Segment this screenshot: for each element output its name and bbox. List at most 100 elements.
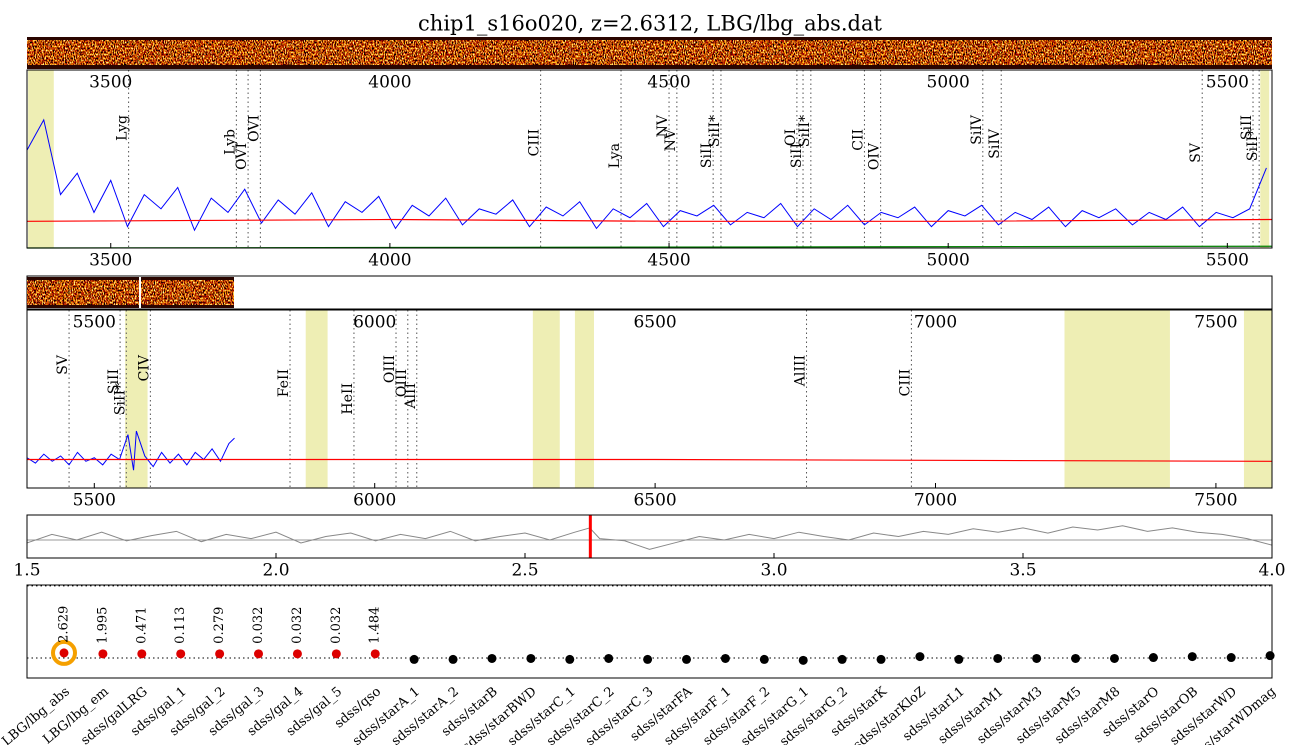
template-point[interactable] (1187, 652, 1197, 662)
template-point[interactable] (1032, 653, 1042, 663)
template-point[interactable] (487, 653, 497, 663)
x-tick-label-top: 5500 (73, 313, 116, 333)
line-label: SiII (1239, 115, 1255, 140)
redshift-label: 0.032 (251, 607, 266, 644)
line-label: SiIV (987, 128, 1003, 159)
mask-band (125, 310, 148, 488)
x-tick-label-top: 6500 (633, 313, 676, 333)
line-label: OVI (234, 143, 250, 170)
template-point[interactable] (1109, 653, 1119, 663)
x-tick-label: 5500 (1206, 251, 1249, 271)
line-label: SiII (106, 369, 122, 394)
line-label: Lyg (115, 115, 131, 141)
redshift-label: 0.279 (212, 607, 227, 644)
line-label: HeII (340, 383, 356, 415)
line-label: CIV (136, 354, 152, 381)
template-point[interactable] (954, 654, 964, 664)
x-tick-label-top: 4500 (647, 73, 690, 93)
x-tick-label: 4.0 (1258, 561, 1285, 581)
x-tick-label: 7000 (914, 491, 957, 511)
template-point[interactable] (837, 654, 847, 664)
line-label: SiII* (797, 115, 813, 147)
plot-frame (26, 584, 1273, 679)
template-point[interactable] (915, 652, 925, 662)
template-point[interactable] (254, 649, 264, 659)
mask-band (532, 310, 560, 488)
line-label: SiII* (1245, 129, 1261, 161)
template-point[interactable] (798, 655, 808, 665)
x-tick-label: 4000 (368, 251, 411, 271)
template-point[interactable] (643, 654, 653, 664)
line-label: SiII (789, 143, 805, 168)
x-tick-label: 5000 (927, 251, 970, 271)
template-point[interactable] (876, 654, 886, 664)
redshift-label: 1.995 (95, 607, 110, 644)
template-point[interactable] (993, 653, 1003, 663)
template-point[interactable] (565, 654, 575, 664)
redshift-label: 0.471 (134, 607, 149, 644)
template-point[interactable] (409, 654, 419, 664)
template-point[interactable] (682, 654, 691, 664)
template-point[interactable] (59, 648, 69, 658)
x-tick-label: 4500 (647, 251, 690, 271)
template-point[interactable] (1148, 653, 1158, 663)
x-tick-label-top: 4000 (368, 73, 411, 93)
x-tick-label: 5500 (73, 491, 116, 511)
template-point[interactable] (604, 653, 614, 663)
mask-band (1064, 310, 1170, 488)
line-label: SiII* (112, 383, 128, 415)
line-label: CIII (897, 369, 913, 396)
title: chip1_s16o020, z=2.6312, LBG/lbg_abs.dat (418, 12, 882, 36)
spectrum-image-frame (26, 275, 1273, 310)
x-tick-label: 6500 (633, 491, 676, 511)
template-point[interactable] (1265, 651, 1275, 661)
x-tick-label: 1.5 (13, 561, 40, 581)
line-label: OI (783, 129, 799, 146)
line-label: OVI (246, 115, 262, 142)
template-point[interactable] (98, 649, 108, 659)
template-point[interactable] (215, 649, 225, 659)
template-point[interactable] (292, 649, 302, 659)
x-tick-label: 3.0 (760, 561, 787, 581)
template-point[interactable] (448, 654, 458, 664)
redshift-label: 1.484 (368, 607, 383, 644)
plot-frame (26, 514, 1273, 559)
line-label: Lyb (222, 129, 238, 155)
template-point[interactable] (526, 653, 536, 663)
redshift-label: 0.032 (329, 607, 344, 644)
template-point[interactable] (137, 649, 147, 659)
line-label: SiII (699, 143, 715, 168)
x-tick-label-top: 6000 (353, 313, 396, 333)
line-label: FeII (276, 369, 292, 397)
selected-ring (51, 639, 77, 666)
template-point[interactable] (759, 654, 769, 664)
line-label: AlIII (793, 355, 809, 387)
spectrum-image-noise (27, 280, 234, 305)
plot-frame (26, 309, 1273, 489)
mask-band (1260, 70, 1270, 248)
x-tick-label-top: 5500 (1206, 73, 1249, 93)
template-point[interactable] (1226, 653, 1236, 663)
line-label: AlII (403, 383, 419, 410)
template-point[interactable] (1071, 653, 1081, 663)
template-point[interactable] (720, 653, 730, 663)
mask-band (28, 70, 54, 248)
spectrum-line (27, 458, 1273, 462)
template-point[interactable] (331, 649, 341, 659)
spectrum-line (26, 525, 1273, 550)
spectrum-image-noise (27, 40, 1272, 65)
line-label: CIII (527, 129, 543, 156)
template-point[interactable] (176, 649, 186, 659)
x-tick-label: 3500 (89, 251, 132, 271)
line-label: NV (663, 128, 679, 151)
template-point[interactable] (370, 649, 380, 659)
line-label: Lya (607, 143, 623, 168)
redshift-label: 0.032 (290, 607, 305, 644)
mask-band (1243, 310, 1272, 488)
x-tick-label: 2.5 (511, 561, 538, 581)
x-tick-label: 2.0 (262, 561, 289, 581)
spectrum-line (26, 218, 1273, 222)
spectrum-line (26, 118, 1267, 232)
line-label: SV (1188, 142, 1204, 163)
x-tick-label-top: 3500 (89, 73, 132, 93)
